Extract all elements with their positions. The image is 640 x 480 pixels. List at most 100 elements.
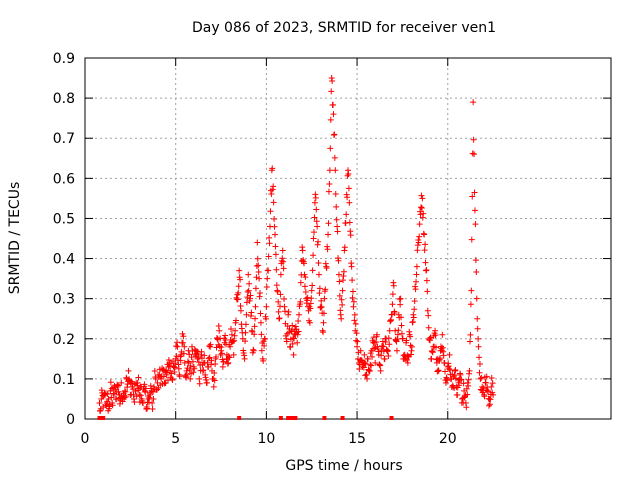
y-tick-labels: 0 0.1 0.2 0.3 0.4 0.5 0.6 0.7 0.8 0.9 [53,51,75,428]
data-point [374,331,381,338]
data-point [285,308,292,315]
data-point [294,331,301,338]
data-point [456,382,463,389]
x-tick-label: 15 [348,431,366,447]
data-point [385,335,392,342]
data-point [362,360,369,367]
data-point [274,288,281,295]
data-point [332,167,339,174]
data-point [423,266,430,273]
data-point [390,282,397,289]
data-point [137,392,144,399]
zero-markers [97,416,394,420]
data-point [314,223,321,230]
data-point [149,399,156,406]
data-point [299,247,306,254]
data-point [472,257,479,264]
data-point [196,380,203,387]
data-point [343,211,350,218]
data-point [189,358,196,365]
data-point [248,309,255,316]
data-point [232,317,239,324]
data-point [236,267,243,274]
data-point [276,315,283,322]
data-point [263,284,270,291]
data-point [463,404,470,411]
data-point [311,199,318,206]
data-point [315,259,322,266]
data-point [349,294,356,301]
data-point [207,341,214,348]
data-point [310,235,317,242]
data-point [262,315,269,322]
data-point [407,333,414,340]
y-tick-label: 0.3 [53,292,75,308]
data-point [330,111,337,118]
data-point [271,231,278,238]
data-point [107,379,114,386]
data-point [175,365,182,372]
zero-marker [101,416,106,420]
data-point [415,239,422,246]
data-point [458,376,465,383]
data-point [414,242,421,249]
x-tick-label: 20 [439,431,457,447]
data-point [168,370,175,377]
data-point [304,294,311,301]
data-point [367,361,374,368]
grid [85,58,611,419]
data-point [354,343,361,350]
data-point [234,296,241,303]
data-point [333,216,340,223]
data-point [389,291,396,298]
data-point [475,335,482,342]
data-point [336,278,343,285]
data-point [177,357,184,364]
data-point [174,343,181,350]
data-point [188,354,195,361]
data-point [398,322,405,329]
data-point [243,311,250,318]
y-tick-label: 0 [66,412,75,428]
data-point [280,265,287,272]
data-point [354,338,361,345]
data-point [395,327,402,334]
data-point [237,276,244,283]
data-point [211,369,218,376]
data-point [324,246,331,253]
data-point [410,314,417,321]
data-point [184,371,191,378]
data-point [277,271,284,278]
data-point [345,185,352,192]
data-point [206,342,213,349]
data-point [186,367,193,374]
x-tick-labels: 0 5 10 15 20 [81,431,457,447]
data-point [351,317,358,324]
y-tick-label: 0.4 [53,252,75,268]
data-point [256,275,263,282]
data-point [270,183,277,190]
data-point [485,388,492,395]
data-point [297,279,304,286]
data-point [348,263,355,270]
data-point [407,342,414,349]
data-point [115,382,122,389]
data-point [444,377,451,384]
data-point [255,269,262,276]
data-point [272,243,279,250]
data-point [243,299,250,306]
data-point [469,150,476,157]
zero-marker [278,416,283,420]
data-point [281,308,288,315]
data-point [470,136,477,143]
data-point [253,263,260,270]
data-point [475,343,482,350]
zero-marker [97,416,102,420]
data-point [252,285,259,292]
data-point [316,285,323,292]
data-point [108,394,115,401]
data-point [201,352,208,359]
data-point [326,180,333,187]
data-point [418,192,425,199]
data-point [468,287,475,294]
